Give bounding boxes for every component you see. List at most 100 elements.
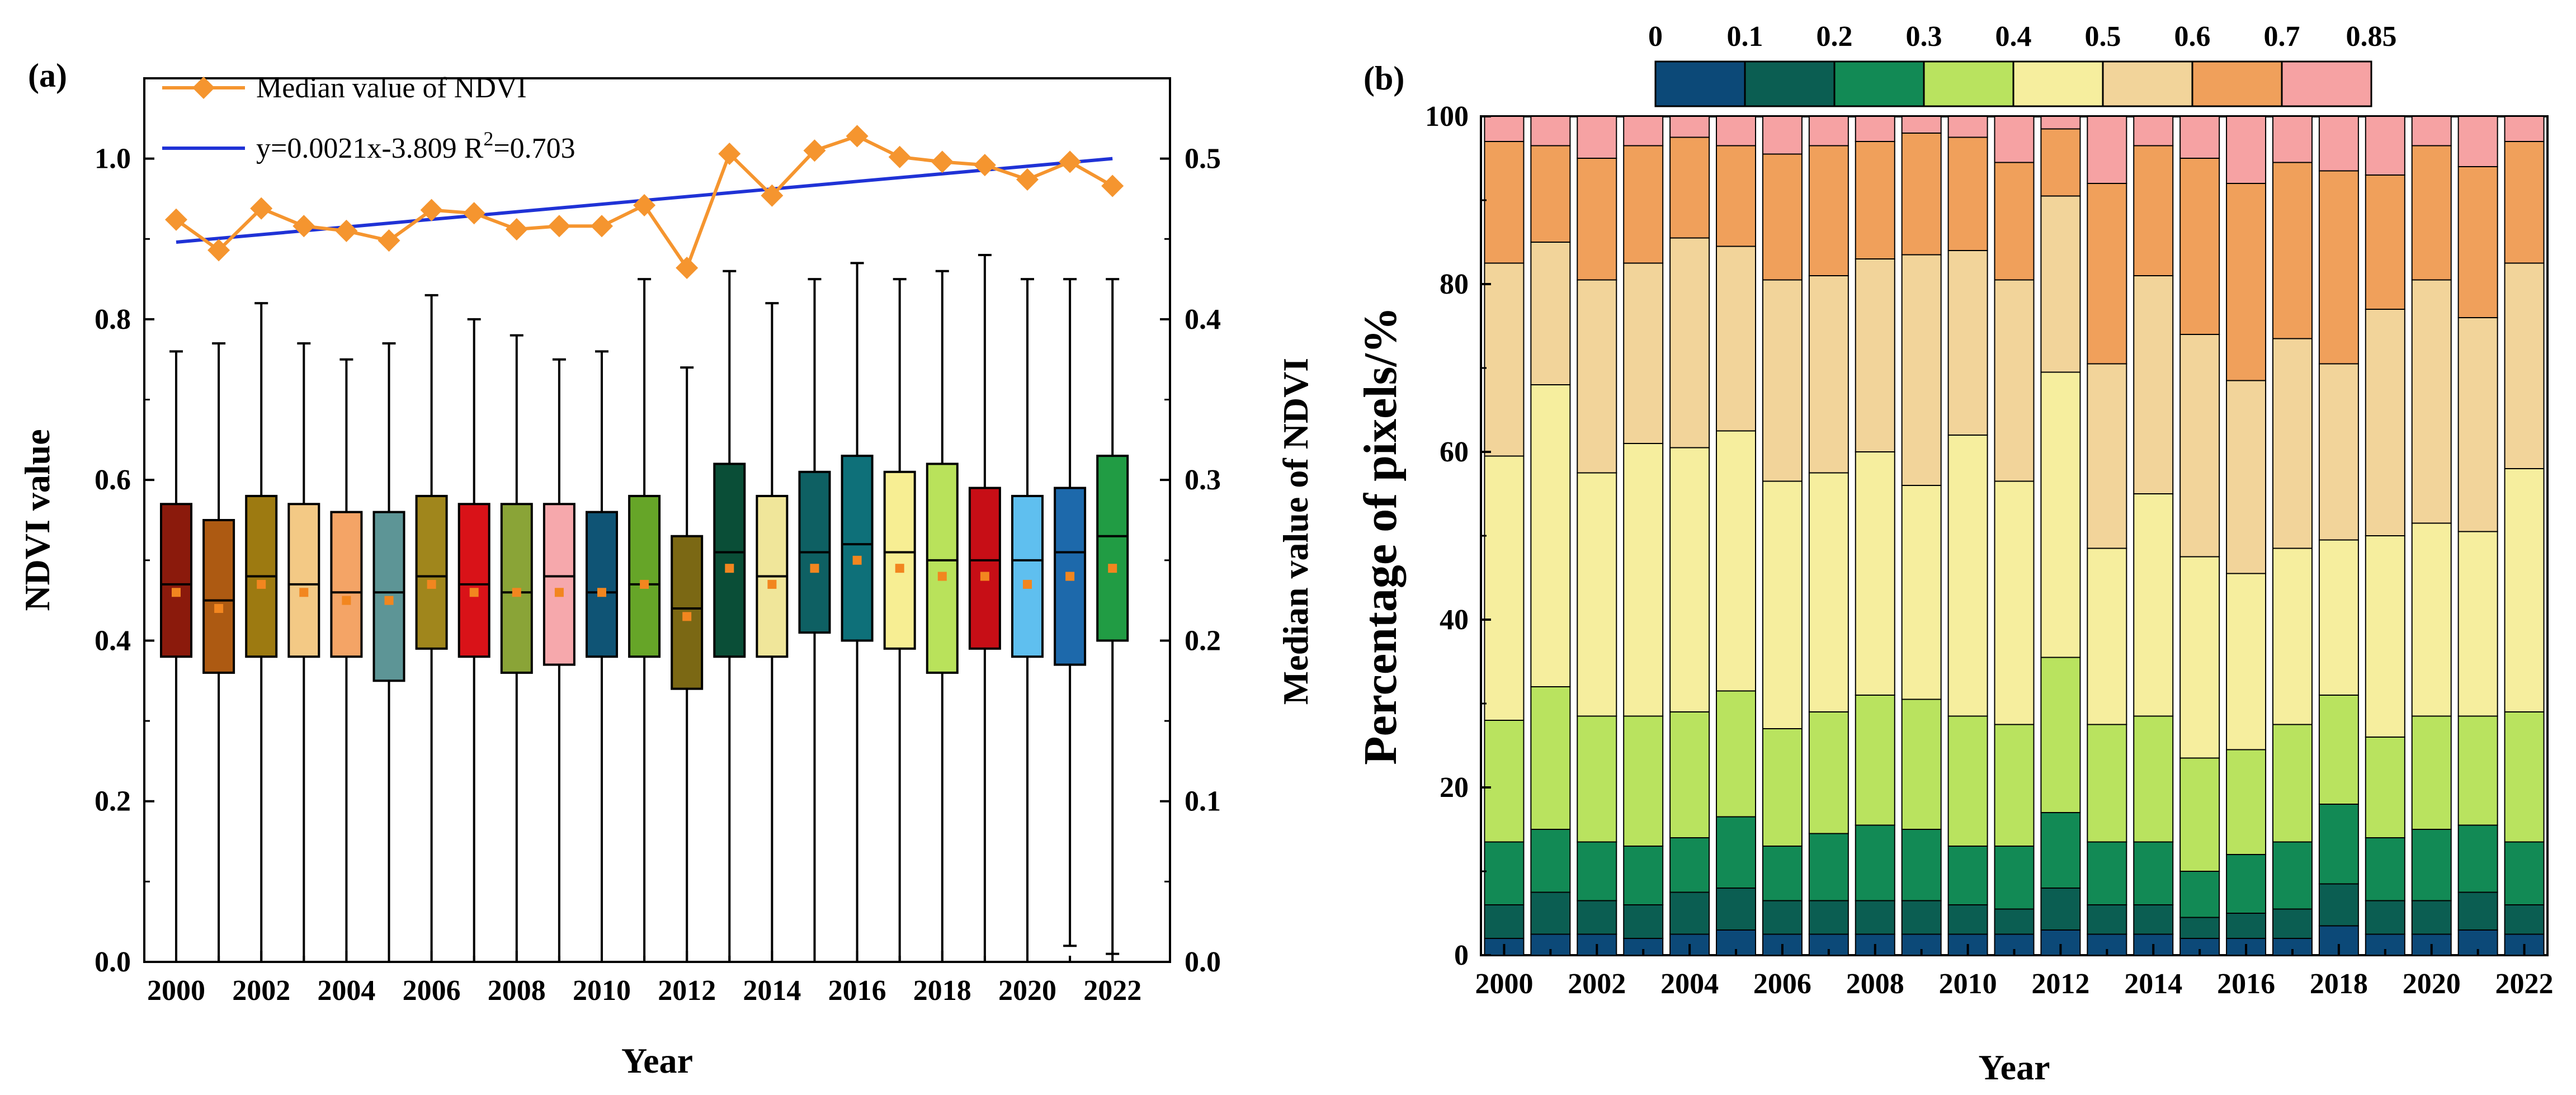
- segment-class-2: [1716, 888, 1757, 931]
- class-swatch-2: [1744, 60, 1836, 107]
- x-tick-label: 2016: [828, 975, 886, 1007]
- y-left-tick-label: 0.2: [95, 786, 131, 818]
- median-point: [463, 202, 485, 225]
- mean-marker: [767, 579, 777, 589]
- segment-class-3: [1484, 841, 1525, 905]
- mean-marker: [427, 579, 436, 589]
- segment-class-3: [1762, 846, 1803, 902]
- mean-marker: [980, 572, 989, 581]
- segment-class-6: [1623, 262, 1664, 444]
- mean-marker: [512, 588, 521, 597]
- box-2006: [415, 294, 448, 963]
- segment-class-6: [1716, 246, 1757, 432]
- mean-marker: [852, 555, 862, 565]
- panel-a-legend: Median value of NDVI y=0.0021x-3.809 R2=0…: [162, 72, 575, 164]
- y-right-axis-title: Median value of NDVI: [1276, 358, 1315, 705]
- legend-fit-label: y=0.0021x-3.809 R2=0.703: [256, 128, 575, 164]
- segment-class-5: [1762, 480, 1803, 729]
- mean-marker: [1065, 572, 1075, 581]
- stack-2006: [1762, 116, 1803, 956]
- segment-class-7: [2040, 128, 2081, 197]
- segment-class-2: [2226, 913, 2267, 939]
- segment-class-8: [2504, 116, 2545, 142]
- mean-marker: [1108, 564, 1117, 573]
- x-tick-label: 2006: [403, 975, 461, 1007]
- mean-marker: [172, 588, 181, 597]
- box-2003: [287, 342, 320, 963]
- x-tick-label: 2014: [2124, 968, 2182, 1000]
- segment-class-7: [1530, 145, 1571, 243]
- segment-class-6: [2040, 195, 2081, 373]
- segment-class-4: [1947, 715, 1988, 847]
- mean-marker: [937, 572, 947, 581]
- segment-class-5: [1947, 435, 1988, 717]
- segment-class-3: [1530, 829, 1571, 893]
- stack-2019: [2365, 116, 2405, 956]
- segment-class-8: [1901, 116, 1942, 134]
- mean-marker: [682, 612, 692, 621]
- class-swatch-4: [1923, 60, 2014, 107]
- segment-class-6: [2133, 275, 2174, 494]
- segment-class-2: [2040, 888, 2081, 931]
- segment-class-2: [1669, 891, 1710, 935]
- segment-class-7: [1855, 141, 1895, 259]
- stack-2011: [1994, 116, 2035, 956]
- segment-class-2: [1855, 900, 1895, 935]
- segment-class-7: [1762, 153, 1803, 281]
- box-2010: [586, 350, 618, 963]
- box-2000: [160, 350, 192, 963]
- segment-class-6: [1762, 279, 1803, 482]
- segment-class-3: [1901, 829, 1942, 902]
- segment-class-6: [2226, 380, 2267, 574]
- segment-class-7: [2411, 145, 2452, 281]
- segment-class-6: [2087, 363, 2127, 549]
- mean-marker: [895, 564, 904, 573]
- mean-marker: [725, 564, 734, 573]
- stack-2009: [1901, 116, 1942, 956]
- segment-class-4: [2457, 715, 2498, 826]
- segment-class-5: [2318, 539, 2359, 696]
- segment-class-6: [1577, 279, 1617, 474]
- median-point: [548, 215, 570, 238]
- segment-class-6: [2504, 262, 2545, 469]
- x-tick-label: 2000: [1475, 968, 1533, 1000]
- median-point: [803, 139, 826, 162]
- segment-class-7: [2133, 145, 2174, 276]
- stack-2005: [1716, 116, 1757, 956]
- segment-class-5: [2226, 573, 2267, 751]
- segment-class-6: [1994, 279, 2035, 482]
- stack-2002: [1577, 116, 1617, 956]
- segment-class-2: [2411, 900, 2452, 935]
- iqr-box: [1096, 455, 1129, 642]
- mean-marker: [257, 579, 266, 589]
- segment-class-7: [2179, 158, 2220, 335]
- x-axis-title: Year: [1979, 1047, 2050, 1087]
- iqr-box: [160, 503, 192, 658]
- segment-class-8: [1669, 116, 1710, 138]
- mean-marker: [299, 588, 309, 597]
- segment-class-5: [2087, 548, 2127, 725]
- segment-class-8: [1947, 116, 1988, 138]
- iqr-box: [713, 462, 746, 658]
- segment-class-2: [2365, 900, 2405, 935]
- segment-class-2: [1484, 904, 1525, 939]
- box-2019: [968, 254, 1001, 963]
- box-2001: [202, 342, 235, 963]
- iqr-box: [330, 511, 363, 658]
- panel-b-label: (b): [1364, 60, 1404, 97]
- segment-class-8: [2365, 116, 2405, 176]
- iqr-box: [1054, 487, 1087, 666]
- mean-marker: [810, 564, 819, 573]
- segment-class-3: [1716, 816, 1757, 889]
- x-tick-label: 2002: [1568, 968, 1626, 1000]
- segment-class-8: [2411, 116, 2452, 147]
- segment-class-7: [2272, 162, 2313, 339]
- segment-class-7: [2504, 141, 2545, 264]
- segment-class-2: [1808, 900, 1849, 935]
- segment-class-4: [1577, 715, 1617, 843]
- segment-class-5: [1855, 451, 1895, 696]
- segment-class-7: [1808, 145, 1849, 276]
- segment-class-5: [2133, 493, 2174, 717]
- segment-class-3: [1994, 846, 2035, 910]
- segment-class-3: [2087, 841, 2127, 905]
